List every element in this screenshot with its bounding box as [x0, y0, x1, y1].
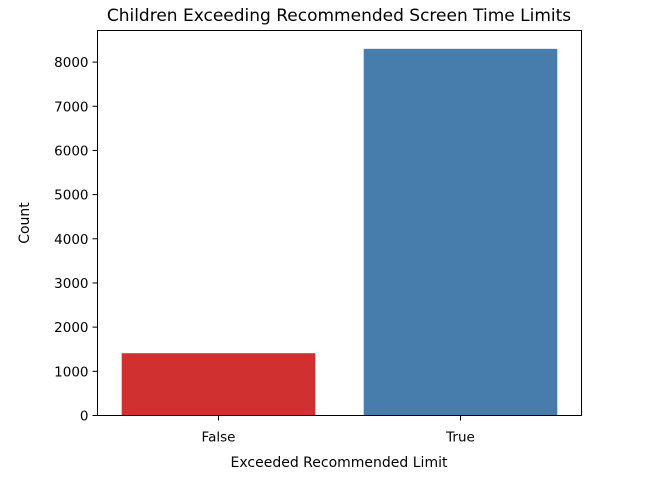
x-tick-label: False	[202, 430, 236, 446]
x-tick-label: True	[445, 430, 475, 446]
x-axis-label: Exceeded Recommended Limit	[231, 455, 448, 471]
y-axis-label: Count	[17, 202, 33, 244]
y-tick-label: 8000	[54, 55, 88, 71]
y-tick-label: 6000	[54, 143, 88, 159]
bars-group	[121, 48, 558, 416]
y-axis: 0 1000 2000 3000 4000 5000 6000 7000 8000	[54, 55, 98, 425]
bar-true	[363, 48, 558, 416]
bar-false	[121, 353, 316, 416]
x-axis: False True	[202, 415, 475, 446]
y-tick-label: 7000	[54, 99, 88, 115]
y-tick-label: 2000	[54, 320, 88, 336]
plot-frame	[97, 30, 582, 416]
chart-title: Children Exceeding Recommended Screen Ti…	[107, 6, 571, 26]
y-tick-label: 0	[80, 409, 89, 425]
y-tick-label: 3000	[54, 276, 88, 292]
y-tick-label: 1000	[54, 364, 88, 380]
y-tick-label: 4000	[54, 232, 88, 248]
y-tick-label: 5000	[54, 188, 88, 204]
